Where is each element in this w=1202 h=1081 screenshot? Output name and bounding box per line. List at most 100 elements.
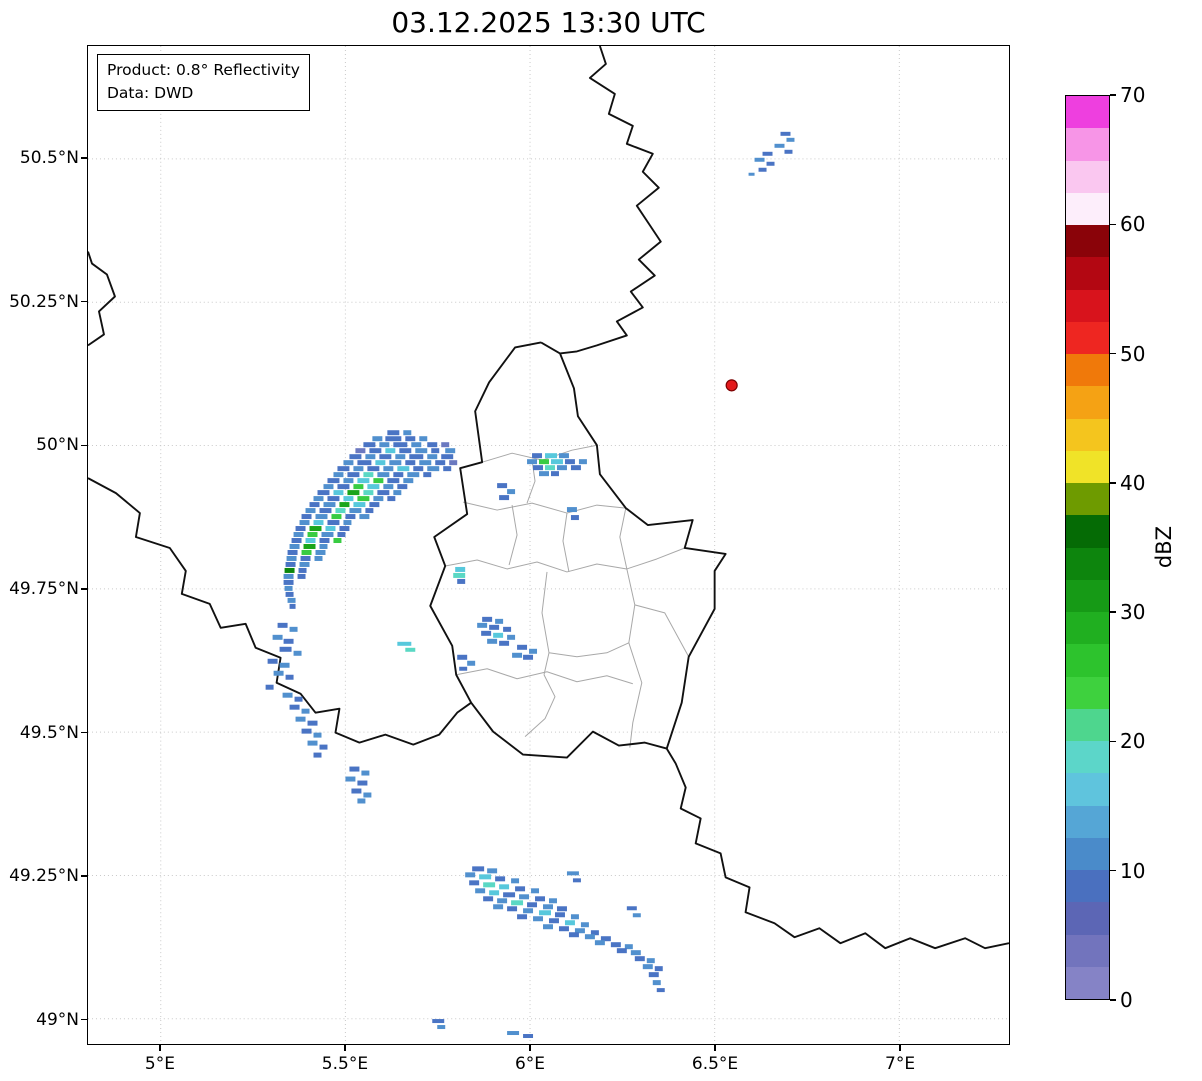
radar-echo [283, 638, 294, 644]
y-axis-tick [81, 588, 87, 590]
radar-echo [481, 630, 492, 636]
radar-echo [431, 448, 440, 454]
radar-echo [361, 770, 370, 776]
radar-echo [648, 972, 659, 978]
radar-echo [475, 888, 486, 894]
country-border [665, 748, 1009, 950]
radar-echo [357, 460, 372, 466]
radar-echo [507, 634, 516, 640]
radar-echo [339, 526, 350, 532]
colorbar-label-text: dBZ [1152, 526, 1176, 569]
colorbar-segments [1066, 96, 1109, 999]
radar-echo [287, 549, 298, 555]
colorbar-segment [1066, 870, 1109, 903]
radar-echo [369, 502, 380, 508]
radar-echo [550, 471, 559, 477]
colorbar-segment [1066, 708, 1109, 741]
radar-echo [353, 466, 364, 472]
radar-echo [558, 926, 569, 932]
y-axis-tick [81, 875, 87, 877]
radar-echo [548, 898, 557, 904]
map-canvas [88, 46, 1009, 1044]
radar-echo [493, 904, 504, 910]
y-axis-tick [81, 300, 87, 303]
colorbar-segment [1066, 192, 1109, 225]
radar-echo [393, 442, 408, 448]
radar-echo [397, 641, 412, 646]
radar-echo [383, 466, 394, 472]
data-source-line: Data: DWD [107, 84, 194, 103]
radar-echo [333, 538, 342, 544]
x-tick-label: 6°E [514, 1054, 546, 1074]
radar-echo [294, 696, 303, 702]
radar-echo [333, 472, 344, 478]
radar-echo [497, 483, 508, 489]
radar-echo [345, 776, 356, 782]
colorbar [1065, 95, 1110, 1000]
radar-echo [570, 515, 579, 521]
radar-echo [393, 472, 404, 478]
colorbar-segment [1066, 741, 1109, 774]
radar-echo [512, 652, 523, 658]
colorbar-axis-label: dBZ [1146, 95, 1182, 1000]
radar-echo [299, 561, 310, 567]
radar-echo [272, 634, 283, 640]
radar-echo [309, 526, 322, 532]
colorbar-segment [1066, 289, 1109, 322]
district-border [524, 674, 556, 737]
y-axis-tick [81, 1018, 87, 1021]
radar-echo [372, 436, 383, 442]
colorbar-segment [1066, 257, 1109, 290]
radar-echo [307, 532, 318, 538]
radar-echo [365, 454, 376, 460]
radar-site-marker [725, 379, 738, 392]
radar-echo [548, 918, 559, 924]
radar-echo [572, 878, 581, 883]
radar-echo [511, 878, 520, 884]
x-axis-tick [899, 1045, 901, 1051]
radar-echo [780, 131, 791, 136]
radar-echo [630, 950, 641, 956]
country-border [88, 251, 116, 347]
colorbar-segment [1066, 483, 1109, 516]
radar-echo [313, 732, 322, 738]
radar-echo [574, 928, 585, 934]
colorbar-segment [1066, 934, 1109, 967]
radar-echo [305, 508, 316, 514]
radar-echo [283, 573, 294, 579]
country-border [88, 477, 472, 746]
radar-echo [379, 454, 392, 460]
radar-echo [523, 1034, 534, 1039]
radar-echo [313, 520, 324, 526]
y-axis-tick [81, 731, 87, 734]
radar-echo [289, 704, 300, 710]
y-tick-label: 49°N [36, 1009, 79, 1030]
radar-echo [457, 578, 466, 584]
colorbar-tick [1110, 482, 1116, 484]
radar-echo [626, 906, 637, 911]
radar-echo [347, 472, 360, 478]
radar-echo [373, 478, 384, 484]
radar-echo [449, 460, 458, 466]
colorbar-tick-label: 40 [1120, 470, 1146, 495]
radar-echo [469, 880, 480, 886]
district-border [548, 642, 630, 658]
x-tick-label: 7°E [885, 1054, 916, 1074]
radar-echo [554, 912, 565, 918]
radar-echo [293, 650, 302, 656]
radar-echo [347, 490, 360, 496]
radar-echo [333, 490, 344, 496]
radar-echo [610, 942, 621, 948]
colorbar-tick-label: 20 [1120, 729, 1146, 754]
radar-echo [419, 436, 428, 442]
radar-echo [337, 532, 346, 538]
radar-echo [327, 478, 340, 484]
radar-echo [503, 626, 512, 632]
radar-echo [590, 930, 599, 936]
radar-echo [411, 442, 422, 448]
radar-echo [349, 454, 362, 460]
radar-echo [355, 448, 366, 454]
map-plot-area: Product: 0.8° Reflectivity Data: DWD [87, 45, 1010, 1045]
colorbar-segment [1066, 547, 1109, 580]
